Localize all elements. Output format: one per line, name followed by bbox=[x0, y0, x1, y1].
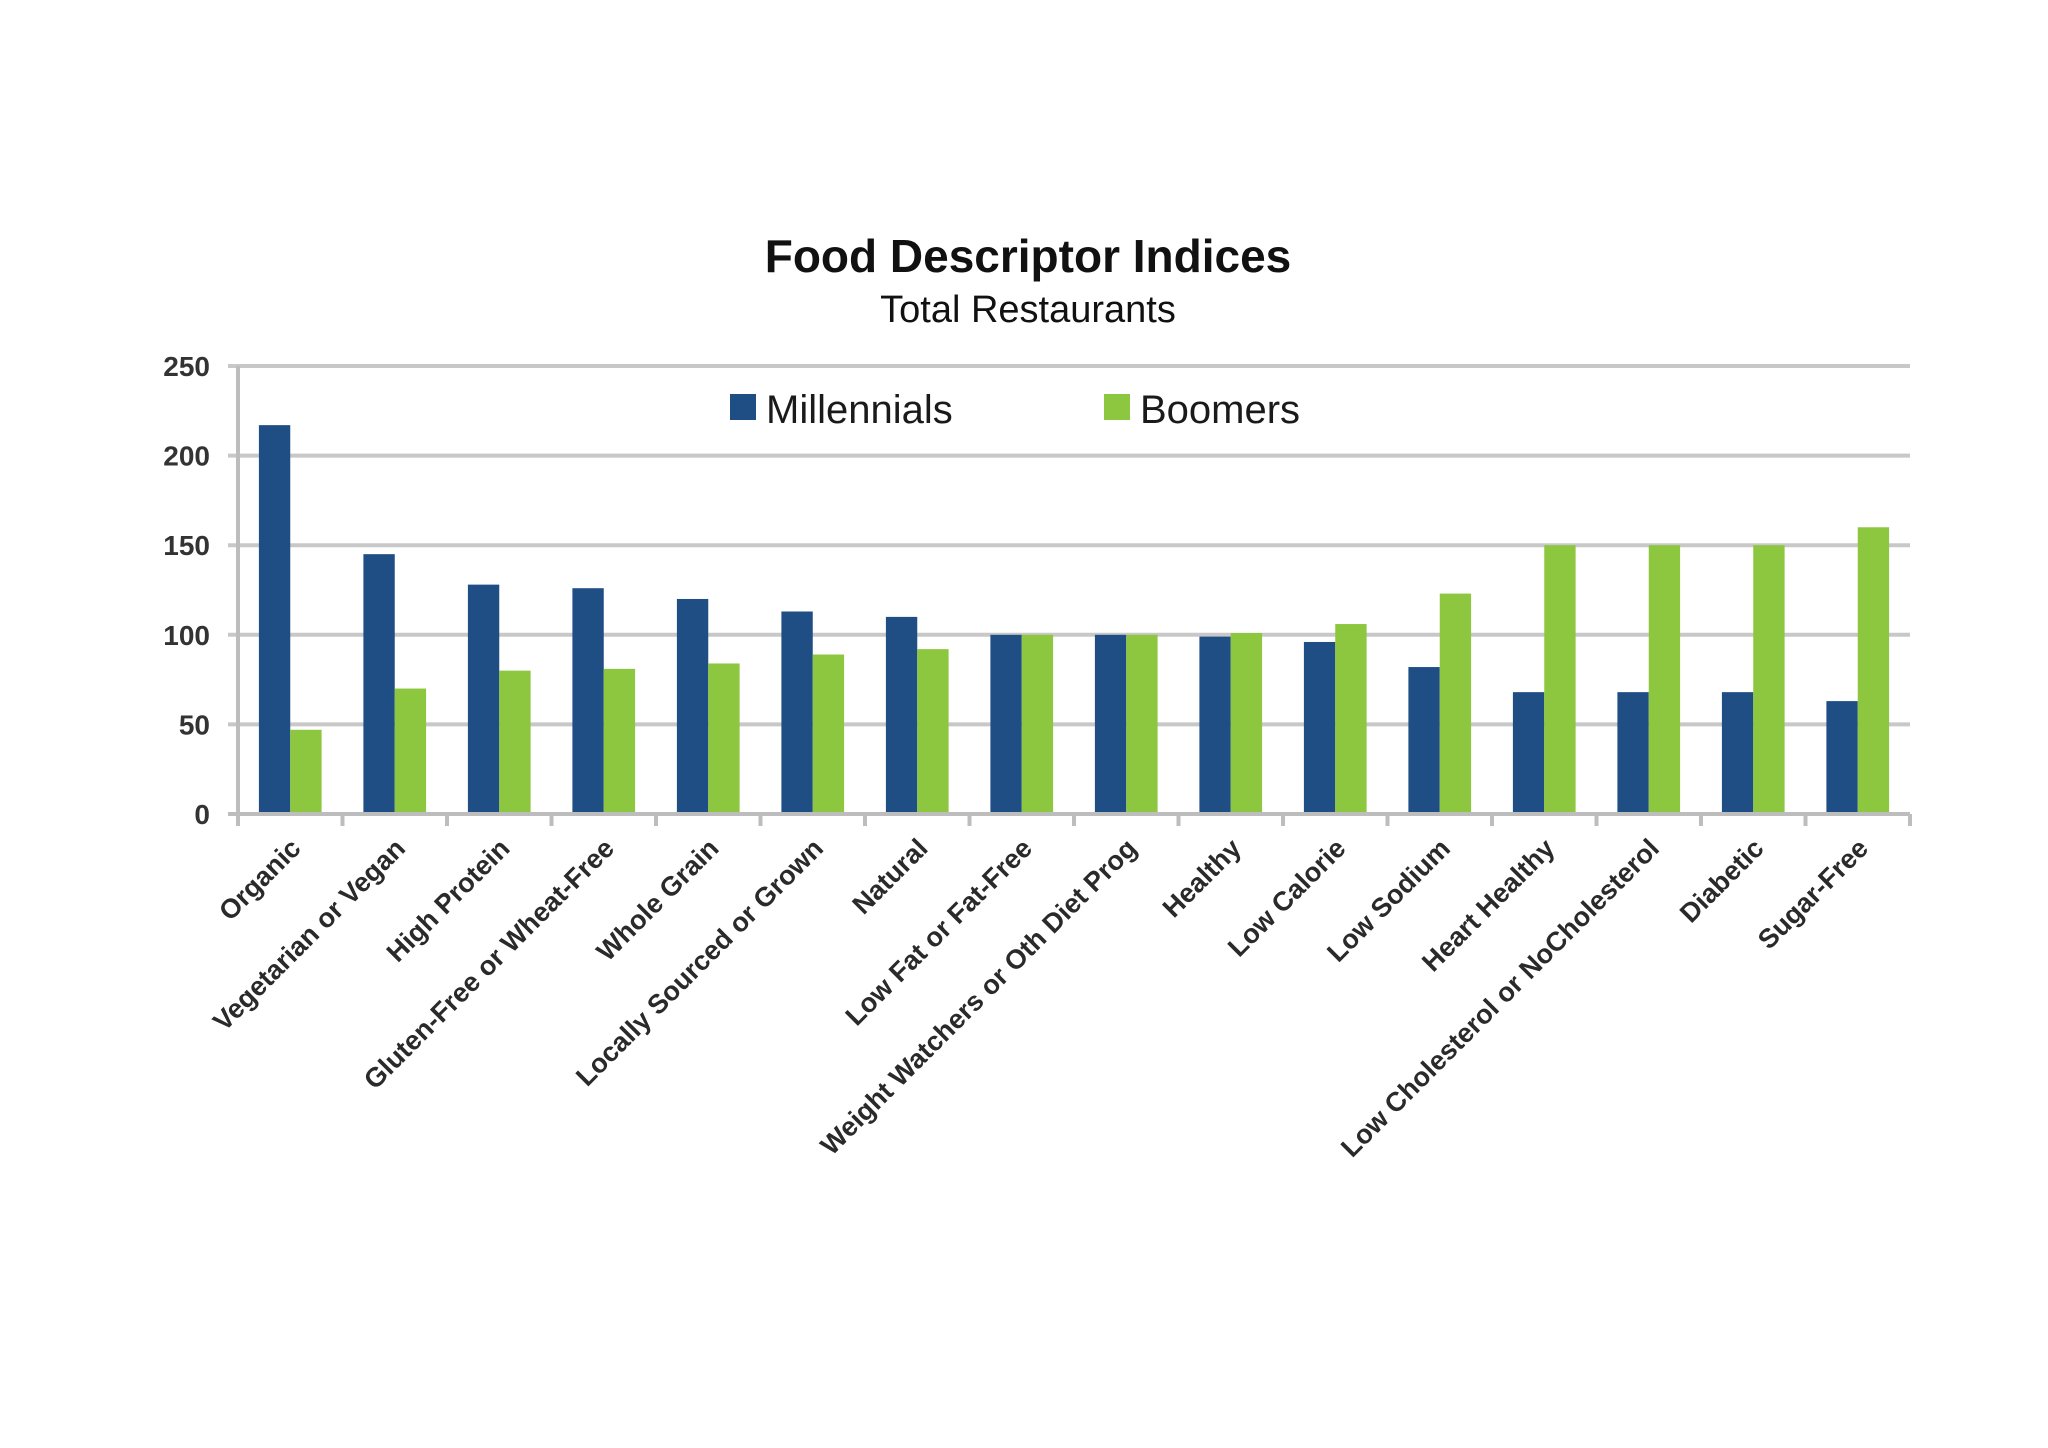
legend-swatch-boomers bbox=[1104, 394, 1130, 420]
bar-boomers-9 bbox=[1230, 633, 1263, 814]
y-axis-ticks: 0 50 100 150 200 250 bbox=[163, 351, 210, 830]
bar-millennials-13 bbox=[1617, 692, 1649, 814]
chart-title: Food Descriptor Indices bbox=[765, 230, 1292, 282]
bar-boomers-12 bbox=[1544, 545, 1576, 814]
bar-millennials-10 bbox=[1303, 641, 1336, 814]
bar-boomers-3 bbox=[603, 668, 636, 814]
x-tick-label: Low Fat or Fat-Free bbox=[840, 833, 1038, 1031]
x-axis bbox=[228, 366, 1912, 826]
bar-boomers-13 bbox=[1648, 545, 1681, 814]
bar-millennials-6 bbox=[885, 616, 918, 814]
legend: Millennials Boomers bbox=[730, 388, 1300, 432]
x-tick-label: Sugar-Free bbox=[1752, 833, 1874, 955]
bar-boomers-7 bbox=[1021, 634, 1054, 814]
x-tick-label: Organic bbox=[213, 833, 306, 926]
legend-label-millennials: Millennials bbox=[766, 388, 953, 432]
x-tick-label: Diabetic bbox=[1674, 833, 1769, 928]
bar-millennials-8 bbox=[1094, 634, 1127, 814]
bar-boomers-14 bbox=[1753, 545, 1785, 814]
bar-millennials-11 bbox=[1408, 667, 1440, 814]
bar-boomers-10 bbox=[1335, 624, 1367, 814]
bar-millennials-12 bbox=[1512, 692, 1545, 814]
bar-millennials-5 bbox=[781, 611, 813, 814]
x-tick-label: Natural bbox=[846, 833, 933, 920]
y-tick-label: 250 bbox=[163, 351, 210, 382]
legend-swatch-millennials bbox=[730, 394, 756, 420]
x-tick-label: Healthy bbox=[1157, 833, 1247, 923]
x-tick-label: Vegetarian or Vegan bbox=[207, 833, 411, 1037]
bar-millennials-1 bbox=[363, 554, 395, 814]
bar-millennials-2 bbox=[467, 584, 500, 814]
y-tick-label: 100 bbox=[163, 620, 210, 651]
bar-boomers-2 bbox=[499, 670, 531, 814]
bar-millennials-7 bbox=[990, 634, 1022, 814]
bar-boomers-11 bbox=[1439, 593, 1472, 814]
legend-label-boomers: Boomers bbox=[1140, 388, 1300, 432]
bar-millennials-4 bbox=[676, 598, 709, 814]
bar-millennials-15 bbox=[1826, 701, 1858, 814]
bar-boomers-4 bbox=[708, 663, 740, 814]
bar-boomers-8 bbox=[1126, 634, 1158, 814]
y-tick-label: 50 bbox=[179, 709, 210, 740]
bar-millennials-3 bbox=[572, 588, 604, 814]
bar-boomers-6 bbox=[917, 649, 949, 814]
bar-boomers-5 bbox=[812, 654, 845, 814]
y-tick-label: 0 bbox=[194, 799, 210, 830]
bars bbox=[258, 425, 1890, 814]
bar-millennials-14 bbox=[1721, 692, 1754, 814]
y-tick-label: 150 bbox=[163, 530, 210, 561]
bar-boomers-1 bbox=[394, 688, 427, 814]
chart-subtitle: Total Restaurants bbox=[880, 289, 1176, 331]
bar-boomers-0 bbox=[290, 729, 322, 814]
y-tick-label: 200 bbox=[163, 441, 210, 472]
bar-millennials-0 bbox=[258, 425, 291, 814]
bar-boomers-15 bbox=[1857, 527, 1890, 814]
bar-millennials-9 bbox=[1199, 636, 1231, 814]
